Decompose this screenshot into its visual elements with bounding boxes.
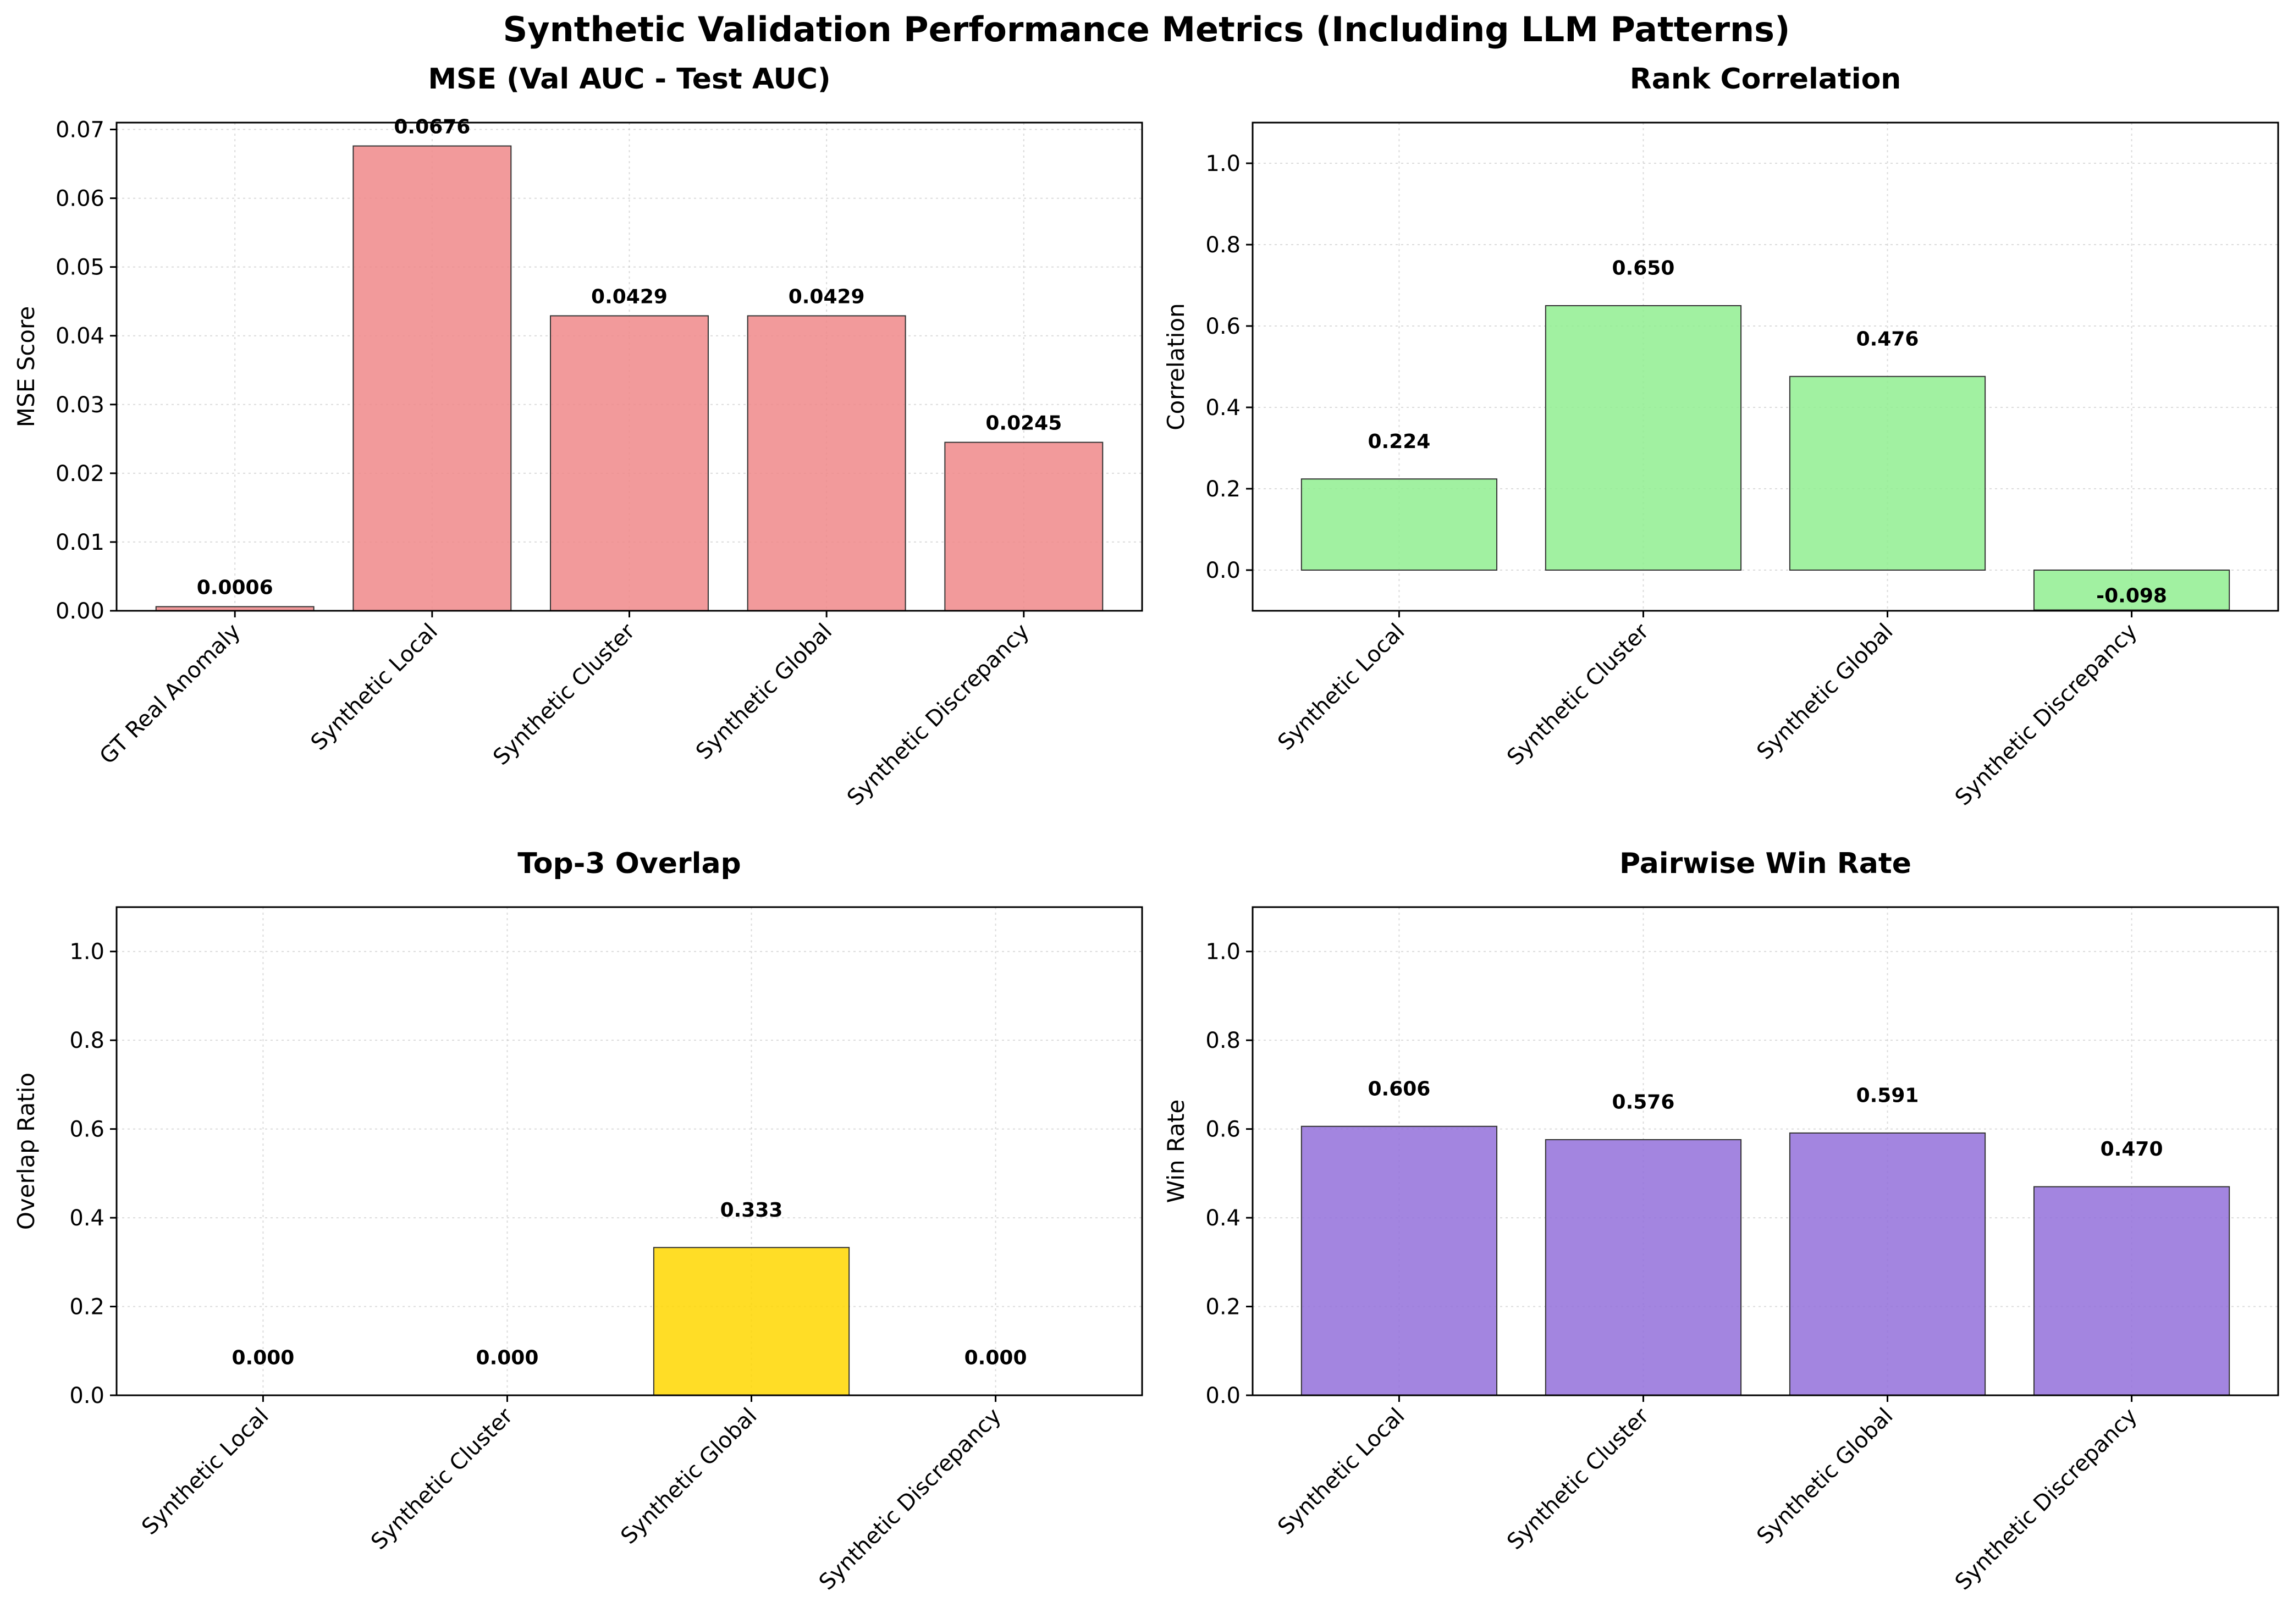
y-tick-label: 0.07: [56, 118, 104, 143]
x-tick-label: Synthetic Global: [616, 1404, 762, 1549]
x-tick-label: Synthetic Local: [137, 1404, 273, 1540]
value-label: 0.0429: [591, 286, 668, 308]
value-label: 0.476: [1856, 328, 1919, 350]
y-tick-label: 0.2: [1205, 477, 1241, 502]
y-tick-label: 0.02: [56, 461, 104, 487]
bar-synthetic-discrepancy: [944, 441, 1104, 611]
y-tick-label: 0.4: [69, 1206, 104, 1231]
y-tick-label: 0.0: [69, 1383, 104, 1408]
bar-synthetic-discrepancy: [2033, 570, 2230, 611]
bar-synthetic-cluster: [1545, 1139, 1742, 1396]
y-tick-label: 0.4: [1205, 395, 1241, 421]
x-tick-label: Synthetic Cluster: [1502, 618, 1654, 770]
bar-synthetic-cluster: [1545, 305, 1742, 571]
y-tick-label: 0.00: [56, 599, 104, 624]
y-tick-label: 0.05: [56, 255, 104, 280]
y-tick-label: 0.0: [1205, 1383, 1241, 1408]
value-label: 0.591: [1856, 1085, 1919, 1107]
bar-synthetic-local: [352, 145, 512, 612]
bar-synthetic-global: [1789, 375, 1986, 571]
value-label: 0.0245: [985, 412, 1062, 435]
value-label: 0.0676: [394, 116, 470, 139]
y-tick-label: 0.01: [56, 530, 104, 555]
y-tick-label: 0.03: [56, 393, 104, 418]
value-label: -0.098: [2096, 585, 2167, 607]
value-label: 0.576: [1612, 1091, 1675, 1114]
y-axis-label: Overlap Ratio: [13, 1073, 40, 1230]
value-label: 0.000: [231, 1347, 294, 1369]
y-tick-label: 0.8: [69, 1028, 104, 1053]
y-axis-label: MSE Score: [13, 306, 40, 427]
x-tick-label: Synthetic Discrepancy: [1950, 1404, 2142, 1595]
y-tick-label: 0.2: [1205, 1295, 1241, 1320]
y-tick-label: 0.4: [1205, 1206, 1241, 1231]
value-label: 0.224: [1368, 430, 1430, 453]
x-tick-label: Synthetic Local: [306, 619, 443, 755]
y-tick-label: 1.0: [1205, 151, 1241, 176]
y-tick-label: 0.06: [56, 186, 104, 212]
panel-mse-val-auc-test-auc: MSE (Val AUC - Test AUC) 0.0006 0.0676 0.04…: [13, 63, 1143, 811]
plot-frame: [1252, 906, 2279, 1396]
x-tick-label: Synthetic Global: [1752, 1404, 1898, 1549]
panel-top-3-overlap: Top-3 Overlap 0.000 0.000 0.333 0.000 0.0 0.2 0…: [13, 847, 1143, 1595]
bar-synthetic-global: [1789, 1132, 1986, 1396]
panel-title: Pairwise Win Rate: [1619, 847, 1911, 880]
y-tick-label: 1.0: [69, 940, 104, 965]
x-tick-label: Synthetic Discrepancy: [1950, 619, 2142, 811]
plot-frame: [115, 906, 1143, 1396]
plot-frame: [1252, 121, 2279, 612]
x-tick-label: Synthetic Cluster: [366, 1403, 518, 1555]
x-tick-label: Synthetic Global: [691, 619, 837, 765]
bar-synthetic-cluster: [550, 315, 709, 611]
panel-pairwise-win-rate: Pairwise Win Rate 0.606 0.576 0.591 0.470 0.0…: [1162, 847, 2279, 1595]
x-tick-label: GT Real Anomaly: [95, 619, 246, 770]
value-label: 0.650: [1612, 257, 1675, 280]
x-tick-label: Synthetic Discrepancy: [842, 619, 1034, 811]
y-tick-label: 0.8: [1205, 233, 1241, 258]
x-tick-label: Synthetic Cluster: [1502, 1403, 1654, 1555]
y-axis-label: Correlation: [1162, 303, 1189, 430]
value-label: 0.000: [476, 1347, 539, 1369]
x-tick-label: Synthetic Local: [1273, 619, 1409, 755]
y-tick-label: 0.04: [56, 324, 104, 349]
x-tick-label: Synthetic Cluster: [488, 618, 640, 770]
panel-rank-correlation: Rank Correlation 0.224 0.650 0.476 -0.098 0.0…: [1162, 63, 2279, 811]
y-tick-label: 0.2: [69, 1295, 104, 1320]
bar-synthetic-global: [653, 1247, 850, 1396]
bar-synthetic-local: [1300, 478, 1498, 571]
value-label: 0.333: [720, 1199, 783, 1222]
bar-synthetic-discrepancy: [2033, 1186, 2230, 1396]
value-label: 0.000: [964, 1347, 1027, 1369]
panel-title: Rank Correlation: [1630, 63, 1901, 96]
bar-synthetic-local: [1300, 1125, 1498, 1396]
y-tick-label: 0.0: [1205, 558, 1241, 583]
panel-title: MSE (Val AUC - Test AUC): [428, 63, 830, 96]
y-tick-label: 0.6: [1205, 1117, 1241, 1142]
bar-synthetic-global: [747, 315, 906, 611]
value-label: 0.0429: [789, 286, 865, 308]
y-tick-label: 0.6: [69, 1117, 104, 1142]
figure-title: Synthetic Validation Performance Metrics…: [503, 9, 1790, 49]
value-label: 0.606: [1368, 1078, 1430, 1100]
value-label: 0.0006: [197, 577, 273, 599]
value-label: 0.470: [2101, 1138, 2163, 1161]
x-tick-label: Synthetic Global: [1752, 619, 1898, 765]
y-tick-label: 0.6: [1205, 314, 1241, 339]
y-axis-label: Win Rate: [1162, 1100, 1189, 1203]
panel-title: Top-3 Overlap: [517, 847, 741, 880]
x-tick-label: Synthetic Discrepancy: [814, 1404, 1006, 1595]
y-tick-label: 0.8: [1205, 1028, 1241, 1053]
y-tick-label: 1.0: [1205, 940, 1241, 965]
x-tick-label: Synthetic Local: [1273, 1404, 1409, 1540]
